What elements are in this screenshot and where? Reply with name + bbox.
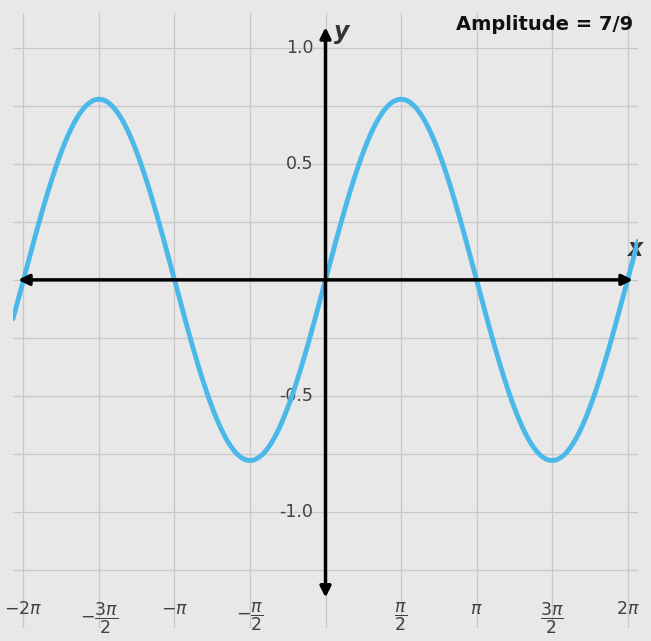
Text: $\dfrac{\pi}{2}$: $\dfrac{\pi}{2}$ bbox=[395, 601, 408, 633]
Text: $2\pi$: $2\pi$ bbox=[616, 601, 639, 619]
Text: $-\pi$: $-\pi$ bbox=[161, 601, 188, 619]
Text: -1.0: -1.0 bbox=[280, 503, 314, 521]
Text: $-\dfrac{3\pi}{2}$: $-\dfrac{3\pi}{2}$ bbox=[80, 601, 118, 636]
Text: y: y bbox=[334, 20, 350, 44]
Text: -0.5: -0.5 bbox=[280, 387, 314, 405]
Text: 0.5: 0.5 bbox=[286, 154, 314, 173]
Text: $\pi$: $\pi$ bbox=[470, 601, 483, 619]
Text: x: x bbox=[628, 237, 643, 262]
Text: Amplitude = 7/9: Amplitude = 7/9 bbox=[456, 15, 633, 34]
Text: 1.0: 1.0 bbox=[286, 38, 314, 56]
Text: $-\dfrac{\pi}{2}$: $-\dfrac{\pi}{2}$ bbox=[236, 601, 264, 633]
Text: $\dfrac{3\pi}{2}$: $\dfrac{3\pi}{2}$ bbox=[540, 601, 564, 636]
Text: $-2\pi$: $-2\pi$ bbox=[5, 601, 42, 619]
